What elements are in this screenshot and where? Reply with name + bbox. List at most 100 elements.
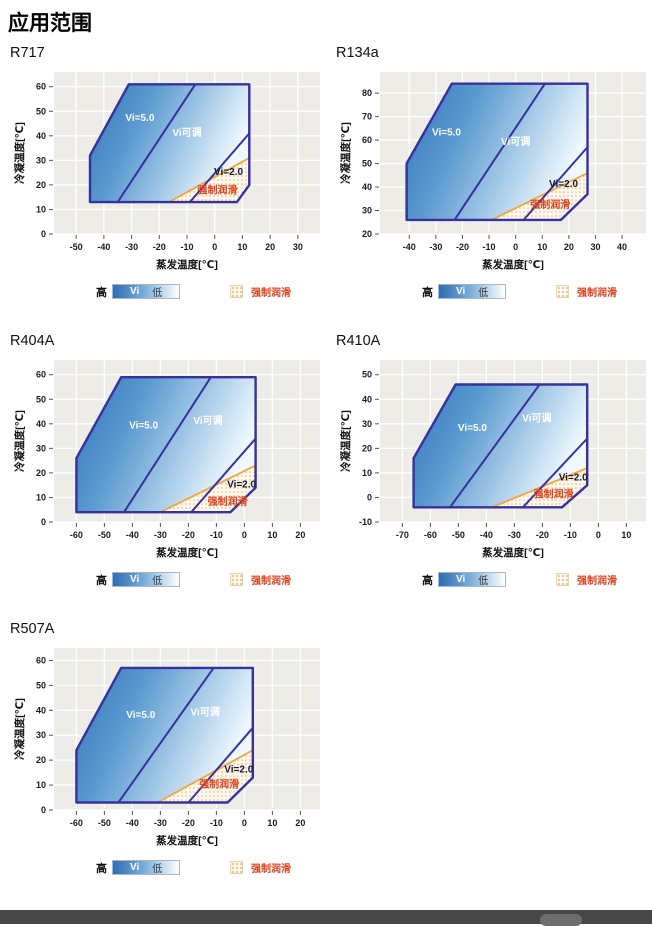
- svg-text:30: 30: [293, 242, 303, 252]
- chart-legend: 高 Vi 低 强制润滑: [96, 571, 326, 588]
- region-label: 强制润滑: [197, 184, 237, 197]
- operating-envelope-border: [75, 376, 257, 514]
- region-label: Vi=5.0: [458, 423, 487, 434]
- scrollbar-handle[interactable]: [540, 914, 582, 926]
- svg-text:-50: -50: [98, 530, 111, 540]
- svg-text:10: 10: [621, 530, 631, 540]
- region-label: 强制润滑: [534, 487, 574, 500]
- svg-text:0: 0: [41, 517, 46, 527]
- svg-text:20: 20: [36, 468, 46, 478]
- region-label: Vi=5.0: [125, 113, 154, 124]
- plot-R134a: -40 -30 -20 -10 0 10 20 30 40 20 30 40 50 60 70 80 蒸发温度[…: [339, 72, 646, 271]
- svg-text:0: 0: [367, 492, 372, 502]
- svg-text:40: 40: [617, 242, 627, 252]
- region-label: Vi=5.0: [432, 127, 461, 138]
- x-axis-title: 蒸发温度[℃]: [156, 834, 218, 847]
- svg-text:10: 10: [267, 818, 277, 828]
- vi2-boundary: [189, 132, 251, 203]
- chart-title-R134a: R134a: [336, 45, 379, 61]
- x-axis-title: 蒸发温度[℃]: [482, 258, 544, 271]
- svg-text:-30: -30: [154, 530, 167, 540]
- svg-text:60: 60: [36, 655, 46, 665]
- svg-text:50: 50: [36, 394, 46, 404]
- operating-envelope-border: [75, 666, 255, 804]
- legend-forced-lube-label: 强制润滑: [251, 576, 291, 587]
- svg-text:50: 50: [36, 680, 46, 690]
- x-axis-title: 蒸发温度[℃]: [156, 546, 218, 559]
- svg-text:-40: -40: [403, 242, 416, 252]
- svg-text:-10: -10: [359, 517, 372, 527]
- svg-text:40: 40: [36, 419, 46, 429]
- chart-title-R717: R717: [10, 45, 45, 61]
- svg-text:30: 30: [362, 206, 372, 216]
- svg-text:10: 10: [237, 242, 247, 252]
- svg-text:-70: -70: [396, 530, 409, 540]
- chart-legend: 高 Vi 低 强制润滑: [422, 283, 652, 300]
- svg-text:0: 0: [242, 530, 247, 540]
- svg-text:60: 60: [362, 135, 372, 145]
- svg-text:-50: -50: [452, 530, 465, 540]
- svg-text:-60: -60: [70, 530, 83, 540]
- svg-text:-30: -30: [508, 530, 521, 540]
- svg-text:20: 20: [265, 242, 275, 252]
- legend-low-label: 低: [152, 288, 163, 299]
- chart-canvas: -60 -50 -40 -30 -20 -10 0 10 20 0 10 20 30 40 50 60 蒸发温度…: [12, 642, 326, 859]
- legend-high-label: 高: [96, 286, 107, 299]
- plot-R507A: -60 -50 -40 -30 -20 -10 0 10 20 0 10 20 30 40 50 60 蒸发温度…: [13, 648, 320, 847]
- legend-vi-label: Vi: [130, 574, 140, 585]
- region-label: 强制润滑: [208, 495, 248, 508]
- operating-envelope-fill: [76, 377, 256, 513]
- svg-text:-40: -40: [126, 530, 139, 540]
- legend-vi-gradient-bar: Vi 低: [438, 284, 506, 299]
- vi-split-line: [449, 383, 541, 508]
- x-axis-title: 蒸发温度[℃]: [482, 546, 544, 559]
- legend-forced-lube-label: 强制润滑: [251, 864, 291, 875]
- svg-text:-10: -10: [483, 242, 496, 252]
- chart-block-R507A: R507A -60 -50 -40 -30 -20 -10 0 10 20 0 10 20 30 40 50…: [0, 615, 326, 903]
- svg-text:-20: -20: [182, 530, 195, 540]
- svg-text:-30: -30: [429, 242, 442, 252]
- legend-high-label: 高: [96, 862, 107, 875]
- svg-text:0: 0: [41, 229, 46, 239]
- forced-lube-boundary: [491, 172, 588, 221]
- vi-split-line: [123, 376, 212, 513]
- region-label: Vi=2.0: [224, 765, 253, 776]
- svg-text:30: 30: [36, 155, 46, 165]
- svg-text:-10: -10: [210, 530, 223, 540]
- svg-text:-30: -30: [125, 242, 138, 252]
- svg-text:0: 0: [513, 242, 518, 252]
- legend-vi-label: Vi: [456, 574, 466, 585]
- svg-text:-40: -40: [126, 818, 139, 828]
- svg-text:50: 50: [362, 159, 372, 169]
- svg-text:30: 30: [590, 242, 600, 252]
- region-label: 强制润滑: [530, 198, 570, 211]
- legend-forced-lube-swatch: [556, 573, 569, 586]
- svg-text:60: 60: [36, 82, 46, 92]
- legend-low-label: 低: [152, 576, 163, 587]
- svg-text:-20: -20: [182, 818, 195, 828]
- legend-low-label: 低: [478, 576, 489, 587]
- region-label: Vi=2.0: [214, 167, 243, 178]
- region-label: Vi可调: [191, 705, 220, 718]
- svg-text:40: 40: [362, 182, 372, 192]
- region-label: Vi可调: [193, 414, 222, 427]
- legend-vi-label: Vi: [456, 286, 466, 297]
- operating-envelope-border: [88, 83, 251, 204]
- region-label: Vi可调: [501, 135, 530, 148]
- svg-text:40: 40: [36, 705, 46, 715]
- region-label: Vi=2.0: [559, 472, 588, 483]
- chart-canvas: -40 -30 -20 -10 0 10 20 30 40 20 30 40 50 60 70 80 蒸发温度[…: [338, 66, 652, 283]
- svg-text:-20: -20: [456, 242, 469, 252]
- chart-title-R404A: R404A: [10, 333, 55, 349]
- svg-text:-20: -20: [536, 530, 549, 540]
- axes: -60 -50 -40 -30 -20 -10 0 10 20 0 10 20 30 40 50 60: [36, 655, 305, 828]
- vi2-boundary: [522, 437, 588, 508]
- chart-legend: 高 Vi 低 强制润滑: [96, 283, 326, 300]
- bottom-scrollbar: [0, 910, 652, 926]
- legend-vi-gradient-bar: Vi 低: [112, 284, 180, 299]
- chart-canvas: -70 -60 -50 -40 -30 -20 -10 0 10 -10 0 10 20 30 40 50 蒸发…: [338, 354, 652, 571]
- y-axis-title: 冷凝温度[℃]: [13, 122, 26, 184]
- operating-envelope-fill: [406, 83, 588, 220]
- operating-envelope-fill: [76, 667, 253, 803]
- chart-canvas: -50 -40 -30 -20 -10 0 10 20 30 0 10 20 30 40 50 60 蒸发温度[…: [12, 66, 326, 283]
